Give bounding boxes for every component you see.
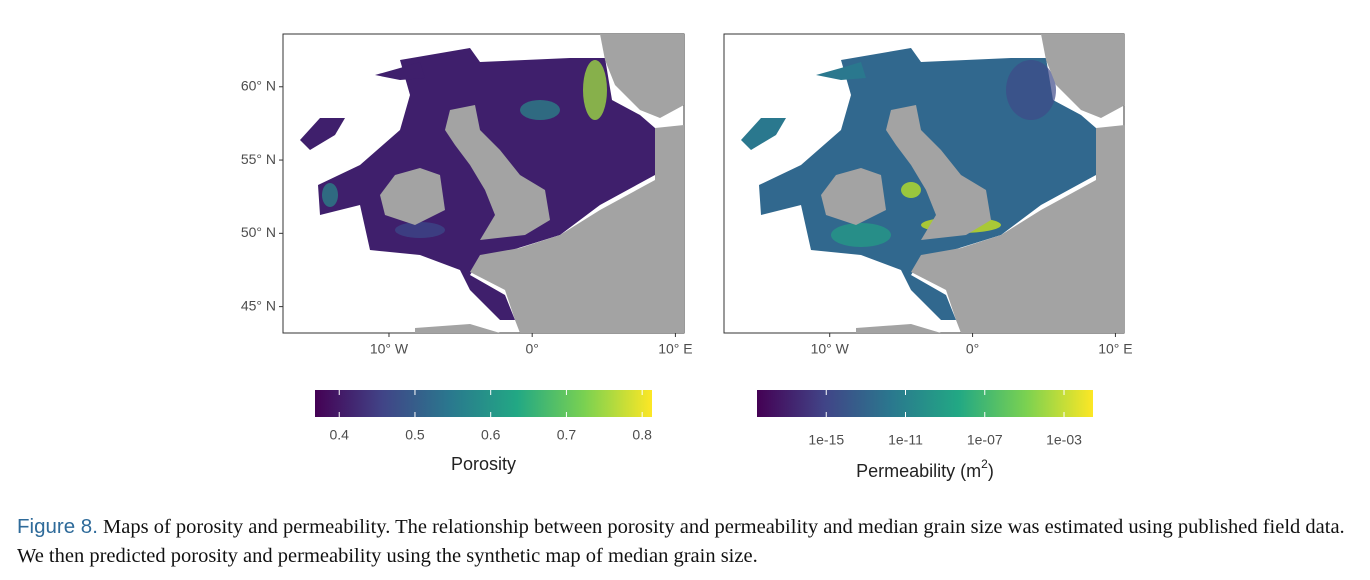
colorbar-title: Porosity [451,454,516,474]
y-tick-label: 45° N [241,297,276,313]
colorbar [315,390,652,417]
title-part: ) [988,461,994,481]
colorbar-tick-label: 0.6 [481,427,501,443]
y-tick-label: 50° N [241,224,276,240]
x-tick-label: 0° [966,341,979,357]
colorbar [757,390,1093,417]
caption-label: Figure 8. [17,515,98,538]
x-tick-label: 10° W [370,341,409,357]
caption: Figure 8. Maps of porosity and permeabil… [17,512,1362,571]
colorbar-tick-label: 0.5 [405,427,425,443]
colorbar-tick-label: 0.7 [557,427,577,443]
title-part: Permeability (m [856,461,981,481]
colorbar-tick-label: 1e-07 [967,432,1003,448]
permeability-map [723,33,1125,334]
porosity-map [282,33,685,334]
x-tick-label: 0° [525,341,538,357]
title-part: 2 [981,457,988,471]
colorbar-tick-label: 1e-15 [808,432,844,448]
colorbar-tick-label: 0.8 [632,427,652,443]
colorbar-tick-label: 0.4 [329,427,349,443]
colorbar-title: Permeability (m2) [856,457,994,481]
y-tick-label: 55° N [241,151,276,167]
x-tick-label: 10° E [1098,341,1132,357]
colorbar-tick-label: 1e-03 [1046,432,1082,448]
x-tick-label: 10° E [658,341,692,357]
figure: 10° W 0° 10° E 45° N 50° N 55° N 60° N 0.4 0.5 0.… [241,33,1133,481]
caption-text: Maps of porosity and permeability. The r… [17,516,1345,567]
x-tick-label: 10° W [811,341,850,357]
colorbar-tick-label: 1e-11 [888,432,923,448]
y-tick-label: 60° N [241,77,276,93]
